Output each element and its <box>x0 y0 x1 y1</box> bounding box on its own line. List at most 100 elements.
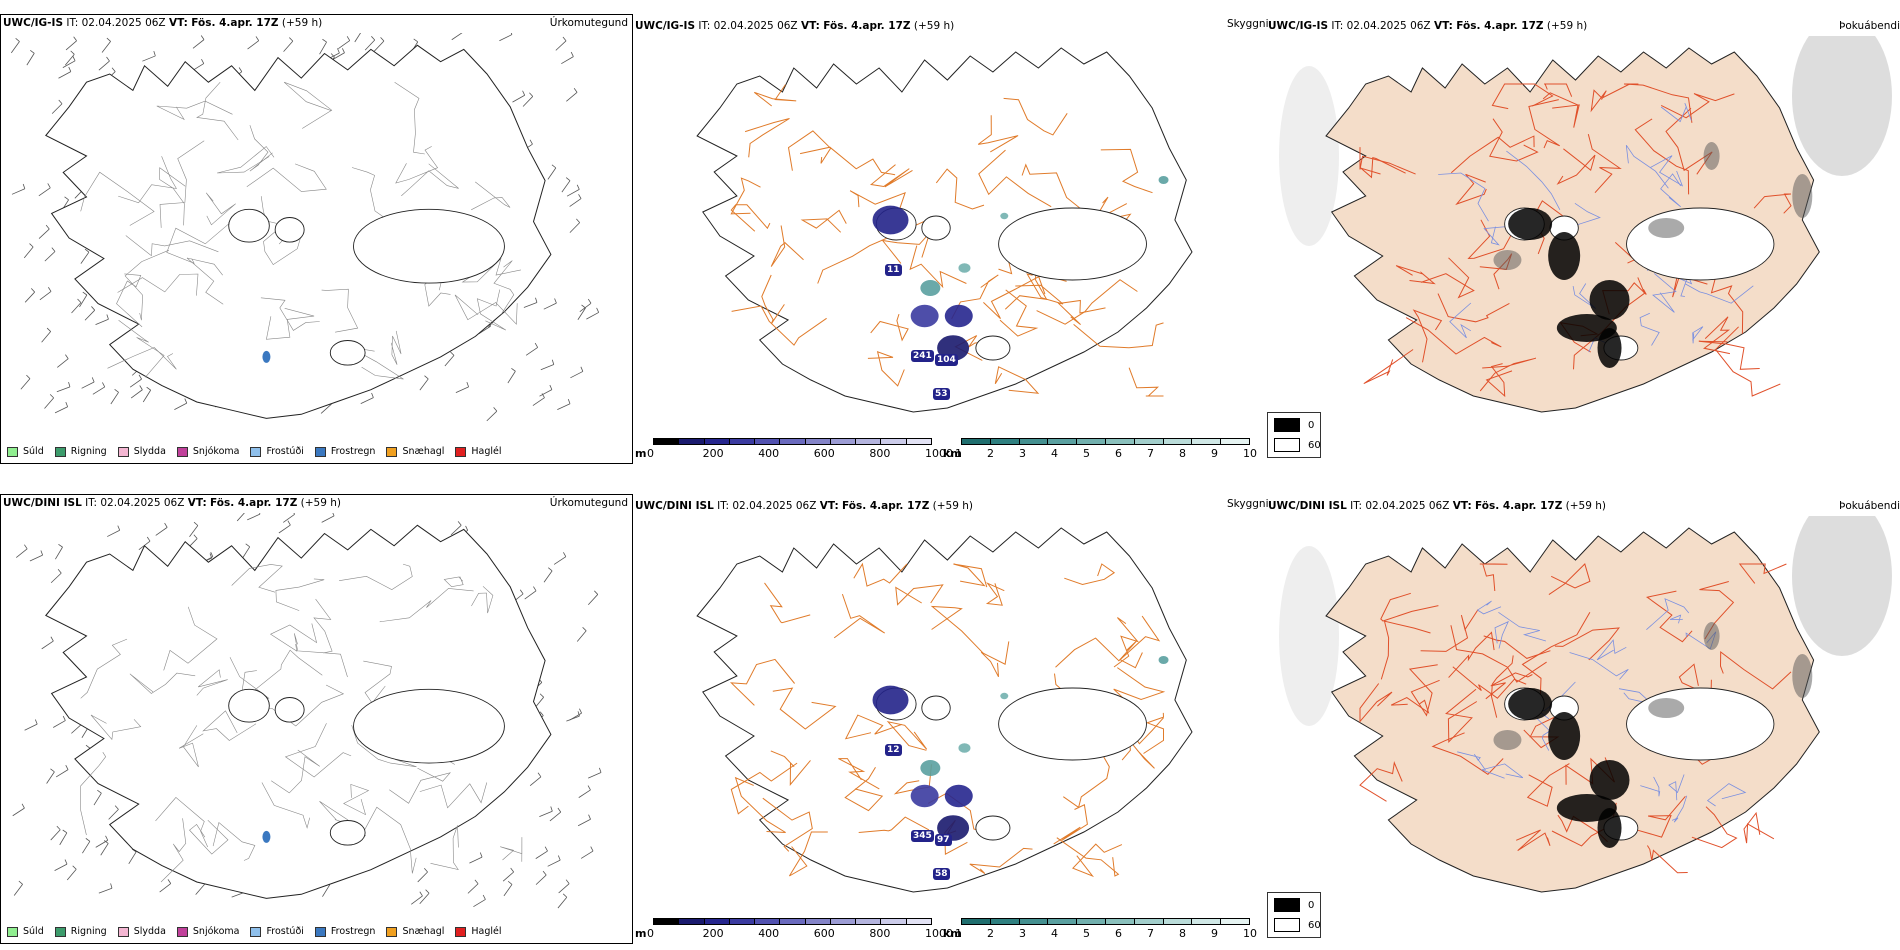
colorbar-tick: 4 <box>1051 447 1058 460</box>
colorbar-swatch <box>1191 438 1222 445</box>
colorbar-unit: m <box>635 927 647 940</box>
colorbar-tick: 200 <box>702 447 724 460</box>
visibility-map <box>696 47 1193 413</box>
colorbar-unit: km <box>943 927 962 940</box>
field-label: Úrkomutegund <box>549 17 628 29</box>
colorbar-swatch <box>779 918 806 925</box>
station-label: 241 <box>911 350 934 362</box>
legend-swatch <box>250 926 262 937</box>
colorbar-swatch <box>1018 918 1049 925</box>
legend-label: 60 <box>1308 439 1321 451</box>
legend-swatch <box>386 446 398 457</box>
panel-header: UWC/IG-IS IT: 02.04.2025 06Z VT: Fös. 4.… <box>635 20 954 32</box>
model-name: UWC/DINI ISL <box>635 500 714 512</box>
precip-panel-bottom: UWC/DINI ISL IT: 02.04.2025 06Z VT: Fös.… <box>0 494 633 944</box>
station-label: 104 <box>935 354 958 366</box>
colorbar-swatch <box>754 918 781 925</box>
field-label: Þokuábendi <box>1839 20 1900 32</box>
it-value: 02.04.2025 06Z <box>1346 20 1431 32</box>
colorbar-tick: 8 <box>1179 447 1186 460</box>
colorbar-tick: 7 <box>1147 447 1154 460</box>
it-label: IT: <box>85 497 98 509</box>
legend-item: Súld <box>7 926 44 937</box>
colorbar-tick: 1 <box>955 927 962 940</box>
cloud-panel-top: Skyggni UWC/IG-IS IT: 02.04.2025 06Z VT:… <box>1227 14 1900 464</box>
colorbar-tick: 2 <box>987 447 994 460</box>
legend-swatch <box>117 446 129 457</box>
colorbar-swatch <box>829 438 857 445</box>
vt-value: Fös. 4.apr. 17Z <box>1475 500 1563 512</box>
colorbar-swatch <box>804 438 831 445</box>
lead-time: (+59 h) <box>932 500 974 512</box>
colorbar-swatch <box>1105 438 1135 445</box>
colorbar-swatch <box>779 438 806 445</box>
colorbar-swatch <box>1133 918 1164 925</box>
colorbar-swatch <box>1076 438 1106 445</box>
legend-item: Frostregn <box>314 446 375 457</box>
legend-item: Frostregn <box>314 926 375 937</box>
lead-time: (+59 h) <box>1546 20 1588 32</box>
legend-label: Slydda <box>133 446 166 457</box>
model-name: UWC/IG-IS <box>3 17 64 29</box>
colorbar-tick: 6 <box>1115 447 1122 460</box>
colorbar-tick: 10 <box>1243 927 1257 940</box>
colorbar-swatch <box>905 438 932 445</box>
legend-label: Frostúði <box>266 926 304 937</box>
legend-label: Frostúði <box>266 446 304 457</box>
precip-map <box>12 513 602 909</box>
colorbar-swatch <box>804 918 831 925</box>
colorbar-unit: m <box>635 447 647 460</box>
it-label: IT: <box>717 500 730 512</box>
legend-label: Slydda <box>133 926 166 937</box>
colorbar-swatch <box>1191 918 1222 925</box>
vt-label: VT: <box>187 497 207 509</box>
vt-value: Fös. 4.apr. 17Z <box>842 500 930 512</box>
colorbar-tick: 1000 <box>925 447 953 460</box>
cloud-panel-bottom: Skyggni UWC/DINI ISL IT: 02.04.2025 06Z … <box>1227 494 1900 944</box>
colorbar-swatch <box>678 438 705 445</box>
model-name: UWC/DINI ISL <box>3 497 82 509</box>
legend-label: Haglél <box>471 446 502 457</box>
lead-time: (+59 h) <box>1565 500 1607 512</box>
legend-swatch <box>455 926 467 937</box>
model-name: UWC/DINI ISL <box>1268 500 1347 512</box>
legend-item: Snæhagl <box>386 446 444 457</box>
field-label: Þokuábendi <box>1839 500 1900 512</box>
legend-swatch <box>176 926 188 937</box>
legend-swatch <box>54 926 66 937</box>
panel-header: UWC/DINI ISL IT: 02.04.2025 06Z VT: Fös.… <box>635 500 973 512</box>
fog-map <box>1279 516 1892 893</box>
panel-left-label: Skyggni <box>1227 18 1269 30</box>
legend-swatch <box>54 446 66 457</box>
legend-label: Rigning <box>70 446 107 457</box>
legend-swatch <box>117 926 129 937</box>
colorbar-swatch <box>829 918 857 925</box>
model-name: UWC/IG-IS <box>635 20 696 32</box>
colorbar-tick: 1 <box>955 447 962 460</box>
colorbar-swatch <box>1018 438 1049 445</box>
station-label: 11 <box>885 264 902 276</box>
fog-map <box>1279 36 1892 413</box>
colorbar-tick: 7 <box>1147 927 1154 940</box>
colorbar-swatch <box>880 438 907 445</box>
colorbar-tick: 2 <box>987 927 994 940</box>
colorbar-tick: 5 <box>1083 927 1090 940</box>
colorbar-swatch <box>728 918 756 925</box>
visibility-panel-top: UWC/IG-IS IT: 02.04.2025 06Z VT: Fös. 4.… <box>633 14 1265 464</box>
colorbar-swatch <box>703 438 730 445</box>
precip-panel-top: UWC/IG-IS IT: 02.04.2025 06Z VT: Fös. 4.… <box>0 14 633 464</box>
vt-value: Fös. 4.apr. 17Z <box>823 20 911 32</box>
panel-header: UWC/IG-IS IT: 02.04.2025 06Z VT: Fös. 4.… <box>3 17 322 29</box>
vt-label: VT: <box>1452 500 1472 512</box>
colorbar-swatch <box>961 438 991 445</box>
vt-label: VT: <box>800 20 820 32</box>
it-value: 02.04.2025 06Z <box>81 17 166 29</box>
colorbar-tick: 3 <box>1019 927 1026 940</box>
model-name: UWC/IG-IS <box>1268 20 1329 32</box>
it-label: IT: <box>1331 20 1344 32</box>
colorbar-tick: 1000 <box>925 927 953 940</box>
it-value: 02.04.2025 06Z <box>1365 500 1450 512</box>
legend-item: Snæhagl <box>386 926 444 937</box>
colorbar-swatch <box>1162 918 1193 925</box>
station-label: 58 <box>933 868 950 880</box>
